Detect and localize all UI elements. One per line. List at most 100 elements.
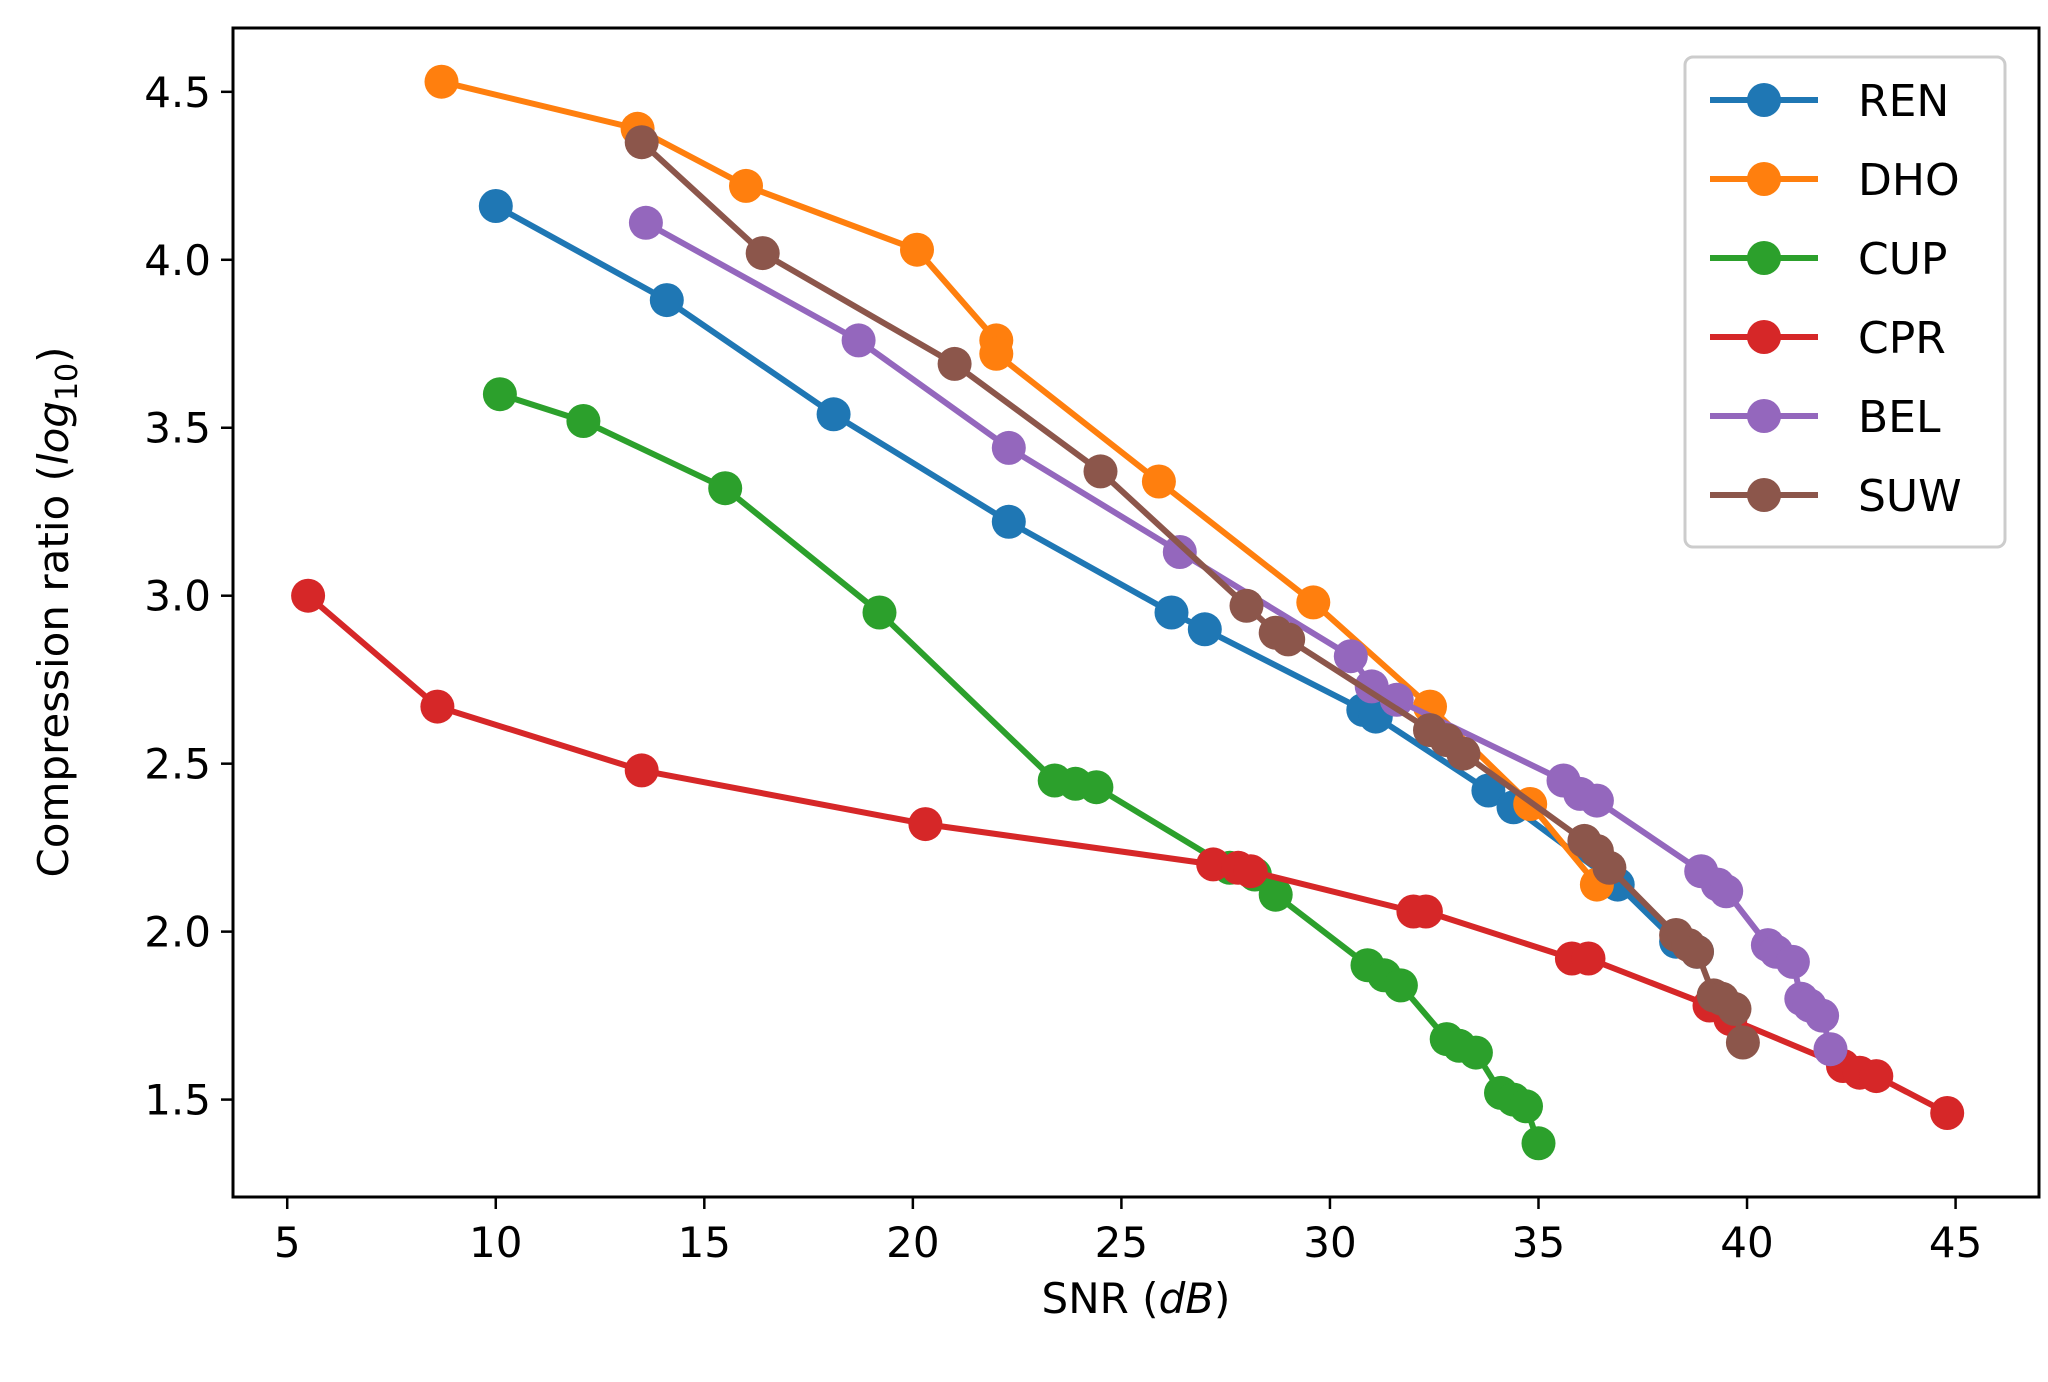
plot-frame (231, 26, 2041, 1199)
data-point-cup (1079, 770, 1114, 805)
data-point-cup (1509, 1089, 1543, 1124)
y-tick-label: 3.0 (144, 572, 211, 621)
data-point-cup (862, 595, 897, 630)
data-point-suw (1725, 1025, 1760, 1060)
data-point-suw (1680, 934, 1714, 969)
x-tick-label: 25 (1095, 1218, 1148, 1267)
data-point-dho (1141, 464, 1176, 499)
x-tick-label: 20 (886, 1218, 939, 1267)
data-point-cpr (1408, 894, 1443, 929)
legend-label-cpr: CPR (1858, 313, 1946, 364)
y-tick-label: 4.0 (144, 236, 211, 285)
data-point-cup (1521, 1126, 1556, 1161)
data-point-ren (991, 504, 1026, 539)
data-point-dho (1296, 585, 1331, 620)
y-tick-label: 4.5 (144, 68, 211, 117)
data-point-suw (1229, 588, 1264, 623)
x-tick-label: 40 (1720, 1218, 1773, 1267)
legend-item-ren: REN (1710, 76, 1949, 127)
y-tick-label: 2.5 (144, 740, 211, 789)
legend-label-cup: CUP (1858, 234, 1947, 285)
data-point-suw (624, 125, 659, 160)
legend-items: REN DHO CUP CPR BEL SUW (1710, 76, 1962, 522)
legend-item-cup: CUP (1710, 234, 1947, 285)
data-point-ren (478, 189, 513, 223)
legend-marker-cup (1747, 241, 1781, 275)
data-point-cpr (1196, 847, 1231, 882)
data-point-cup (1258, 877, 1293, 912)
plot-area (291, 64, 1965, 1161)
x-axis-title: SNR (dB) (1042, 1274, 1231, 1323)
y-axis-ticks: 1.5 2.0 2.5 3.0 3.5 4.0 4.5 (144, 68, 233, 1125)
data-point-cup (1458, 1035, 1493, 1070)
series-suw (624, 125, 1760, 1060)
x-tick-label: 10 (469, 1218, 522, 1267)
y-axis-title-text: Compression ratio (29, 495, 78, 878)
x-axis-ticks: 5 10 15 20 25 30 35 40 45 (274, 1197, 1982, 1267)
legend: REN DHO CUP CPR BEL SUW (1683, 55, 2007, 549)
x-tick-label: 15 (678, 1218, 731, 1267)
data-point-ren (1187, 612, 1222, 647)
data-point-suw (1592, 850, 1627, 885)
x-tick-label: 35 (1512, 1218, 1565, 1267)
data-point-cup (1383, 968, 1418, 1003)
y-tick-label: 3.5 (144, 404, 211, 453)
data-point-cpr (1859, 1059, 1894, 1094)
data-point-dho (424, 64, 459, 99)
legend-marker-dho (1747, 162, 1781, 196)
legend-marker-ren (1747, 83, 1781, 117)
y-tick-label: 2.0 (144, 908, 211, 957)
legend-marker-cpr (1747, 320, 1781, 354)
data-point-suw (1446, 736, 1481, 771)
data-point-bel (841, 323, 876, 358)
data-point-cpr (420, 689, 455, 724)
x-tick-label: 5 (274, 1218, 301, 1267)
data-point-bel (628, 205, 663, 240)
data-point-suw (745, 236, 780, 271)
legend-label-suw: SUW (1858, 471, 1962, 522)
data-point-bel (1775, 944, 1810, 979)
y-axis-unit-subscript: 10 (50, 363, 85, 401)
data-point-cpr (908, 807, 943, 842)
data-point-cpr (1930, 1096, 1965, 1130)
data-point-suw (1083, 454, 1118, 489)
legend-label-dho: DHO (1858, 155, 1960, 206)
legend-marker-bel (1747, 399, 1781, 433)
legend-item-cpr: CPR (1710, 313, 1946, 364)
x-tick-label: 45 (1929, 1218, 1982, 1267)
data-point-dho (900, 232, 934, 267)
data-point-bel (1333, 639, 1368, 674)
data-point-cpr (1571, 941, 1606, 976)
data-point-suw (937, 346, 972, 381)
data-point-cpr (291, 578, 326, 613)
data-point-bel (1162, 535, 1197, 569)
data-point-suw (1271, 622, 1306, 657)
data-point-bel (1709, 874, 1744, 909)
data-point-ren (649, 283, 684, 318)
legend-item-dho: DHO (1710, 155, 1960, 206)
x-tick-label: 30 (1303, 1218, 1356, 1267)
x-axis-unit: dB (1159, 1274, 1214, 1323)
data-point-ren (1154, 595, 1189, 630)
data-point-dho (729, 168, 763, 203)
legend-item-suw: SUW (1710, 471, 1962, 522)
legend-marker-suw (1747, 478, 1781, 512)
data-point-cup (708, 471, 743, 506)
legend-label-bel: BEL (1858, 392, 1941, 443)
data-point-bel (991, 430, 1026, 465)
legend-label-ren: REN (1858, 76, 1949, 127)
data-point-ren (816, 397, 851, 432)
data-point-cpr (1233, 854, 1268, 889)
axes: 5 10 15 20 25 30 35 40 45 1.52.02.53.03.54.04.5 … (29, 26, 2041, 1323)
y-tick-label: 1.5 (144, 1076, 211, 1125)
data-point-bel (1805, 998, 1840, 1033)
series-cpr (291, 578, 1965, 1130)
data-point-cup (566, 404, 601, 438)
data-point-ren (1471, 773, 1506, 808)
x-axis-title-text: SNR (1042, 1274, 1129, 1323)
legend-item-bel: BEL (1710, 392, 1941, 443)
data-point-cup (482, 377, 517, 412)
data-point-suw (1717, 991, 1752, 1026)
